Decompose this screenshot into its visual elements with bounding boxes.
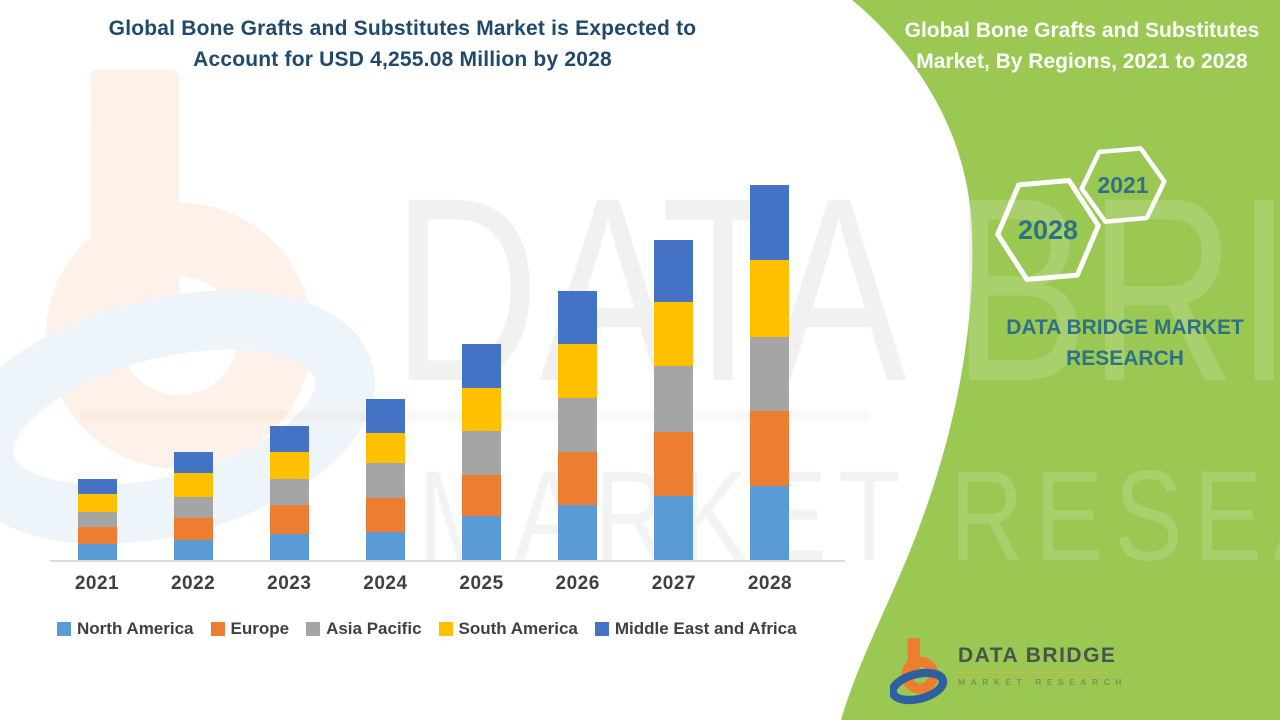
hexagon-2028-label: 2028 [1018,215,1078,245]
brand-caption: DATA BRIDGE MARKET RESEARCH [955,312,1280,374]
bar-segment-2021-europe [77,526,117,544]
x-axis-label-2022: 2022 [170,573,216,594]
bar-segment-2026-south-america [558,344,598,398]
bar-segment-2025-middle-east-and-africa [462,343,502,388]
x-axis-label-2025: 2025 [459,573,504,594]
bar-segment-2022-europe [173,518,213,540]
legend-label: Europe [230,619,290,638]
year-hexagons: 2021 2028 [995,146,1167,283]
x-axis-label-2021: 2021 [74,573,120,594]
bar-segment-2025-south-america [462,387,502,431]
legend-item-north-america: North America [57,619,194,639]
bar-segment-2023-middle-east-and-africa [269,425,309,452]
brand-logo-icon [890,638,948,705]
panel-title-line2: Market, By Regions, 2021 to 2028 [916,50,1248,73]
bar-segment-2028-south-america [750,259,790,337]
x-axis-label-2024: 2024 [363,573,408,594]
panel-title: Global Bone Grafts and Substitutes Marke… [884,15,1280,77]
bar-segment-2028-asia-pacific [750,336,790,411]
bar-segment-2021-middle-east-and-africa [77,479,117,494]
bar-segment-2023-north-america [269,534,309,560]
bar-segment-2024-middle-east-and-africa [365,399,405,433]
legend-item-asia-pacific: Asia Pacific [306,619,422,639]
bar-segment-2027-north-america [654,496,694,560]
bar-segment-2025-europe [462,474,502,516]
bar-segment-2022-asia-pacific [173,497,213,518]
chart-title-line2: Account for USD 4,255.08 Million by 2028 [193,48,612,71]
legend-swatch [57,622,71,636]
brand-logo-text: DATA BRIDGE MARKET RESEARCH [958,635,1127,710]
x-axis-label-2028: 2028 [747,573,793,594]
brand-logo: DATA BRIDGE MARKET RESEARCH [890,635,1140,710]
bar-segment-2025-north-america [462,515,502,560]
x-axis-label-2026: 2026 [555,573,600,594]
bar-segment-2023-asia-pacific [269,479,309,505]
bar-segment-2022-middle-east-and-africa [173,452,213,473]
bar-segment-2025-asia-pacific [462,430,502,475]
bar-segment-2024-europe [365,498,405,532]
bar-segment-2023-europe [269,504,309,534]
hexagon-2021-label: 2021 [1097,172,1148,198]
legend-item-south-america: South America [438,619,578,639]
bar-segment-2024-asia-pacific [365,463,405,498]
x-axis-label-2027: 2027 [651,573,696,594]
legend-item-middle-east-and-africa: Middle East and Africa [594,619,797,639]
bar-segment-2023-south-america [269,451,309,479]
bar-segment-2027-asia-pacific [654,366,694,432]
bar-segment-2024-south-america [365,433,405,463]
chart-legend: North America Europe Asia Pacific South Ame… [57,619,797,639]
bar-segment-2021-asia-pacific [77,511,117,527]
legend-swatch [306,622,321,636]
bar-segment-2028-middle-east-and-africa [750,185,790,260]
bar-segment-2027-middle-east-and-africa [654,240,694,302]
legend-label: North America [77,619,194,638]
brand-caption-line1: DATA BRIDGE MARKET [1006,316,1244,339]
bar-segment-2026-europe [558,451,598,505]
legend-label: Asia Pacific [326,619,422,638]
bar-segment-2027-south-america [654,302,694,366]
panel-title-line1: Global Bone Grafts and Substitutes [904,19,1260,42]
hexagon-2021 [1079,146,1167,224]
bar-segment-2026-north-america [558,504,598,560]
legend-swatch [438,622,453,636]
legend-label: South America [458,619,578,638]
legend-swatch [210,622,225,636]
legend-item-europe: Europe [210,619,290,639]
bar-segment-2026-middle-east-and-africa [558,291,598,344]
legend-label: Middle East and Africa [614,619,797,638]
brand-logo-name: DATA BRIDGE [958,644,1117,667]
x-axis-line [50,560,845,562]
bar-segment-2028-europe [750,410,790,486]
chart-title-line1: Global Bone Grafts and Substitutes Marke… [108,17,697,40]
legend-swatch [594,622,609,636]
bar-segment-2026-asia-pacific [558,398,598,452]
bar-segment-2028-north-america [750,485,790,560]
bar-segment-2022-north-america [173,540,213,560]
x-axis-label-2023: 2023 [267,573,312,594]
hexagon-2028 [995,177,1101,283]
bar-segment-2027-europe [654,432,694,496]
bar-segment-2021-south-america [77,493,117,512]
brand-logo-rule [958,671,1108,673]
bar-segment-2021-north-america [77,543,117,560]
green-panel-shape [841,0,1280,720]
brand-caption-line2: RESEARCH [1066,347,1184,370]
brand-logo-subtitle: MARKET RESEARCH [958,677,1127,687]
bar-segment-2022-south-america [173,473,213,497]
bar-segment-2024-north-america [365,532,405,560]
chart-title: Global Bone Grafts and Substitutes Marke… [70,13,735,75]
